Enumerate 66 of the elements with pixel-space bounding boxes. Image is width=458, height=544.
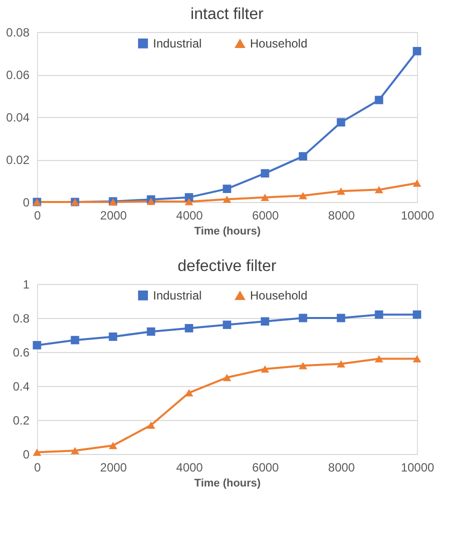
x-tick-label: 8000 [328,460,356,474]
y-tick-label: 0 [22,196,30,210]
y-tick-label: 1 [22,278,30,292]
y-tick-label: 0.06 [6,68,30,82]
point [412,355,422,362]
point [336,188,346,195]
y-tick-label: 0 [22,448,30,462]
point [298,152,308,160]
legend-label: Industrial [153,36,202,50]
x-tick-label: 2000 [100,208,128,222]
x-axis-title: Time (hours) [194,478,262,490]
legend-label: Household [250,288,308,303]
x-tick-label: 6000 [252,208,280,222]
x-tick-label: 10000 [400,208,435,222]
point [412,310,422,319]
point [412,179,422,187]
x-tick-label: 8000 [328,208,356,222]
point [260,317,270,326]
point [70,336,80,344]
point [184,324,194,332]
point [260,365,270,373]
x-tick-label: 4000 [176,460,204,474]
point [146,421,156,429]
point [336,118,346,126]
y-tick-label: 0.04 [6,110,30,124]
point [108,442,118,450]
x-tick-label: 4000 [176,208,204,222]
chart-title: defective filter [178,258,278,275]
legend-label: Household [250,36,308,51]
point [298,314,308,322]
x-tick-label: 0 [34,460,42,474]
point [108,332,118,341]
point [222,320,232,329]
point [336,314,346,322]
x-tick-label: 6000 [252,460,280,474]
x-axis-title: Time (hours) [194,226,262,238]
x-tick-label: 10000 [400,460,435,474]
point [374,186,384,194]
point [374,355,384,362]
point [222,184,232,194]
y-tick-label: 0.4 [12,380,30,394]
point [412,46,422,56]
point [32,341,42,350]
point [260,169,270,178]
x-tick-label: 2000 [100,460,128,474]
x-tick-label: 0 [34,208,42,222]
point [146,198,156,205]
point [222,196,232,203]
y-tick-label: 0.6 [12,346,30,360]
point [336,360,346,368]
point [70,446,80,454]
point [298,192,308,200]
point [260,194,270,201]
y-tick-label: 0.2 [12,414,30,428]
y-tick-label: 0.08 [6,26,30,40]
point [184,198,194,206]
y-tick-label: 0.8 [12,312,30,326]
y-tick-label: 0.02 [6,153,30,167]
point [32,448,42,456]
legend-label: Industrial [153,288,202,302]
point [374,310,384,319]
chart-title: intact filter [190,6,264,23]
point [222,374,232,382]
point [146,327,156,336]
point [374,96,384,104]
point [298,362,308,370]
